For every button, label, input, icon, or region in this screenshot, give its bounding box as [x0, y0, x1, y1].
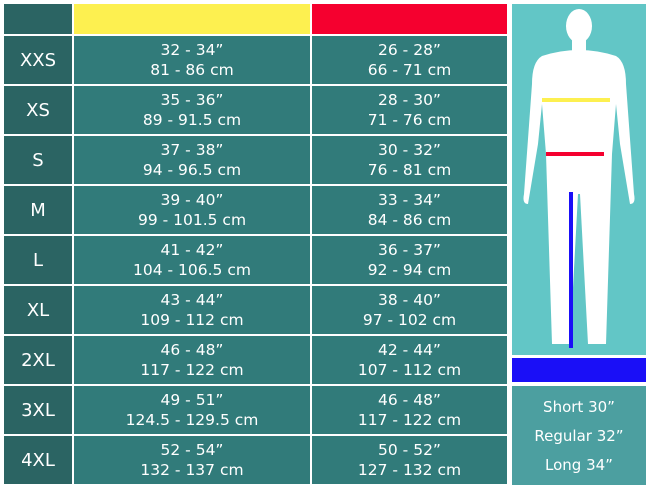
waist-cm: 92 - 94 cm: [367, 261, 452, 279]
chest-inches: 49 - 51”: [160, 391, 224, 409]
chest-cm: 124.5 - 129.5 cm: [125, 411, 259, 429]
waist-cm: 107 - 112 cm: [357, 361, 462, 379]
leg-length-short: Short 30”: [543, 397, 615, 416]
leg-length-box: Short 30” Regular 32” Long 34”: [512, 386, 646, 485]
chest-inches: 52 - 54”: [160, 441, 224, 459]
waist-cell: 50 - 52” 127 - 132 cm: [312, 436, 507, 484]
waist-cm: 66 - 71 cm: [367, 61, 452, 79]
waist-line: [546, 152, 604, 156]
size-text: 2XL: [21, 349, 55, 371]
waist-cm: 117 - 122 cm: [357, 411, 462, 429]
leg-length-regular: Regular 32”: [534, 426, 624, 445]
waist-cell: 30 - 32” 76 - 81 cm: [312, 136, 507, 184]
body-silhouette-icon: [523, 9, 635, 348]
body-figure-panel: [512, 4, 646, 355]
chest-inches: 35 - 36”: [160, 91, 224, 109]
chest-cm: 89 - 91.5 cm: [142, 111, 242, 129]
chest-cell: 37 - 38” 94 - 96.5 cm: [74, 136, 310, 184]
size-label: S: [4, 136, 72, 184]
chest-cell: 46 - 48” 117 - 122 cm: [74, 336, 310, 384]
waist-cm: 71 - 76 cm: [367, 111, 452, 129]
chest-header-swatch: [74, 4, 310, 34]
chest-cell: 49 - 51” 124.5 - 129.5 cm: [74, 386, 310, 434]
header-corner: [4, 4, 72, 34]
waist-cm: 127 - 132 cm: [357, 461, 462, 479]
waist-inches: 30 - 32”: [378, 141, 441, 159]
waist-cm: 97 - 102 cm: [362, 311, 457, 329]
size-text: XL: [26, 299, 50, 321]
size-text: 3XL: [21, 399, 55, 421]
chest-cell: 43 - 44” 109 - 112 cm: [74, 286, 310, 334]
size-text: M: [30, 199, 46, 221]
chest-cm: 99 - 101.5 cm: [137, 211, 247, 229]
size-label: L: [4, 236, 72, 284]
inseam-legend-bar: [512, 358, 646, 382]
waist-inches: 42 - 44”: [378, 341, 441, 359]
size-text: L: [32, 249, 44, 271]
chest-inches: 37 - 38”: [160, 141, 224, 159]
chest-inches: 39 - 40”: [160, 191, 224, 209]
size-text: 4XL: [21, 449, 55, 471]
chest-cm: 132 - 137 cm: [140, 461, 244, 479]
chest-inches: 43 - 44”: [160, 291, 224, 309]
chest-cell: 52 - 54” 132 - 137 cm: [74, 436, 310, 484]
waist-inches: 26 - 28”: [378, 41, 441, 59]
waist-inches: 50 - 52”: [378, 441, 441, 459]
chest-cell: 35 - 36” 89 - 91.5 cm: [74, 86, 310, 134]
chest-cm: 104 - 106.5 cm: [133, 261, 251, 279]
waist-header-swatch: [312, 4, 507, 34]
size-label: 3XL: [4, 386, 72, 434]
waist-cell: 42 - 44” 107 - 112 cm: [312, 336, 507, 384]
waist-cm: 84 - 86 cm: [367, 211, 452, 229]
chest-cm: 94 - 96.5 cm: [142, 161, 242, 179]
size-text: XS: [26, 99, 50, 121]
leg-length-long: Long 34”: [545, 455, 613, 474]
chest-cm: 81 - 86 cm: [150, 61, 234, 79]
size-label: XL: [4, 286, 72, 334]
waist-cell: 26 - 28” 66 - 71 cm: [312, 36, 507, 84]
chest-cell: 41 - 42” 104 - 106.5 cm: [74, 236, 310, 284]
size-text: XXS: [19, 49, 57, 71]
chest-inches: 32 - 34”: [160, 41, 224, 59]
chest-cm: 109 - 112 cm: [140, 311, 244, 329]
waist-cm: 76 - 81 cm: [367, 161, 452, 179]
size-label: XXS: [4, 36, 72, 84]
waist-inches: 38 - 40”: [378, 291, 441, 309]
size-label: 4XL: [4, 436, 72, 484]
waist-inches: 36 - 37”: [378, 241, 441, 259]
size-text: S: [32, 149, 44, 171]
chest-inches: 46 - 48”: [160, 341, 224, 359]
size-label: 2XL: [4, 336, 72, 384]
waist-cell: 33 - 34” 84 - 86 cm: [312, 186, 507, 234]
chest-line: [542, 98, 610, 102]
inseam-line: [569, 192, 573, 348]
size-label: M: [4, 186, 72, 234]
chest-cell: 32 - 34” 81 - 86 cm: [74, 36, 310, 84]
waist-inches: 46 - 48”: [378, 391, 441, 409]
waist-cell: 28 - 30” 71 - 76 cm: [312, 86, 507, 134]
waist-cell: 36 - 37” 92 - 94 cm: [312, 236, 507, 284]
waist-cell: 38 - 40” 97 - 102 cm: [312, 286, 507, 334]
chest-inches: 41 - 42”: [160, 241, 224, 259]
size-label: XS: [4, 86, 72, 134]
waist-cell: 46 - 48” 117 - 122 cm: [312, 386, 507, 434]
chest-cm: 117 - 122 cm: [140, 361, 244, 379]
waist-inches: 33 - 34”: [378, 191, 441, 209]
chest-cell: 39 - 40” 99 - 101.5 cm: [74, 186, 310, 234]
waist-inches: 28 - 30”: [378, 91, 441, 109]
